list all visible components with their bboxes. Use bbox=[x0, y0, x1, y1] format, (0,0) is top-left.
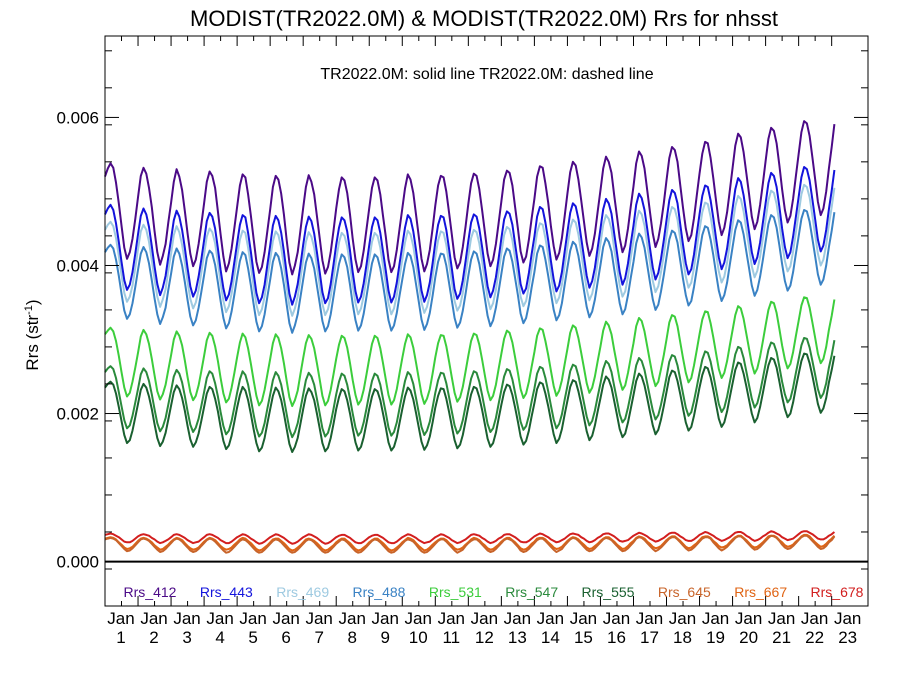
x-tick-month: Jan bbox=[504, 609, 531, 628]
x-tick-year: 19 bbox=[706, 628, 725, 647]
x-tick-year: 9 bbox=[381, 628, 390, 647]
series-line-rrs-531 bbox=[104, 296, 836, 408]
series-line-rrs-678 bbox=[104, 530, 836, 545]
series-layer bbox=[104, 120, 836, 554]
x-tick-year: 12 bbox=[475, 628, 494, 647]
y-axis-label: Rrs (str-1) bbox=[23, 299, 42, 370]
series-line-rrs-555 bbox=[104, 352, 836, 453]
legend-item-rrs-667: Rrs_667 bbox=[734, 584, 787, 600]
x-tick-month: Jan bbox=[339, 609, 366, 628]
x-tick-year: 3 bbox=[182, 628, 191, 647]
x-tick-month: Jan bbox=[405, 609, 432, 628]
x-tick-year: 4 bbox=[215, 628, 224, 647]
x-tick-year: 6 bbox=[281, 628, 290, 647]
x-tick-month: Jan bbox=[537, 609, 564, 628]
legend-item-rrs-469: Rrs_469 bbox=[276, 584, 329, 600]
series-line-rrs-488 bbox=[104, 209, 836, 334]
x-tick-year: 18 bbox=[673, 628, 692, 647]
x-tick-month: Jan bbox=[438, 609, 465, 628]
x-tick-month: Jan bbox=[603, 609, 630, 628]
x-tick-month: Jan bbox=[834, 609, 861, 628]
x-tick-month: Jan bbox=[372, 609, 399, 628]
x-tick-month: Jan bbox=[140, 609, 167, 628]
axis-layer: 0.0000.0020.0040.006Jan1Jan2Jan3Jan4Jan5… bbox=[56, 35, 869, 647]
series-line-rrs-443 bbox=[104, 166, 836, 306]
series-line-rrs-412 bbox=[104, 120, 836, 276]
x-tick-year: 22 bbox=[805, 628, 824, 647]
legend-item-rrs-412: Rrs_412 bbox=[124, 584, 177, 600]
x-tick-month: Jan bbox=[735, 609, 762, 628]
x-tick-month: Jan bbox=[669, 609, 696, 628]
chart-title: MODIST(TR2022.0M) & MODIST(TR2022.0M) Rr… bbox=[190, 6, 778, 31]
x-tick-year: 15 bbox=[574, 628, 593, 647]
series-line-rrs-645 bbox=[104, 534, 836, 554]
plot-frame bbox=[104, 35, 869, 607]
legend-item-rrs-531: Rrs_531 bbox=[429, 584, 482, 600]
x-tick-year: 7 bbox=[314, 628, 323, 647]
x-tick-year: 14 bbox=[541, 628, 560, 647]
x-tick-year: 5 bbox=[248, 628, 257, 647]
x-tick-month: Jan bbox=[239, 609, 266, 628]
x-tick-month: Jan bbox=[768, 609, 795, 628]
x-tick-month: Jan bbox=[305, 609, 332, 628]
x-tick-year: 2 bbox=[149, 628, 158, 647]
x-tick-year: 16 bbox=[607, 628, 626, 647]
legend-item-rrs-678: Rrs_678 bbox=[811, 584, 864, 600]
x-tick-month: Jan bbox=[801, 609, 828, 628]
line-style-annotation: TR2022.0M: solid line TR2022.0M: dashed … bbox=[320, 66, 653, 83]
x-tick-month: Jan bbox=[636, 609, 663, 628]
x-tick-month: Jan bbox=[173, 609, 200, 628]
legend: Rrs_412 Rrs_443 Rrs_469 Rrs_488 Rrs_531 Rrs_5… bbox=[124, 584, 864, 600]
x-tick-year: 13 bbox=[508, 628, 527, 647]
legend-item-rrs-645: Rrs_645 bbox=[658, 584, 711, 600]
y-tick-label: 0.004 bbox=[56, 256, 99, 275]
x-tick-month: Jan bbox=[570, 609, 597, 628]
x-tick-year: 20 bbox=[739, 628, 758, 647]
x-tick-month: Jan bbox=[471, 609, 498, 628]
x-tick-month: Jan bbox=[107, 609, 134, 628]
x-tick-month: Jan bbox=[206, 609, 233, 628]
x-tick-year: 21 bbox=[772, 628, 791, 647]
legend-item-rrs-443: Rrs_443 bbox=[200, 584, 253, 600]
series-line-rrs-547 bbox=[104, 337, 836, 439]
y-tick-label: 0.002 bbox=[56, 405, 99, 424]
x-tick-year: 17 bbox=[640, 628, 659, 647]
x-tick-year: 11 bbox=[442, 628, 460, 647]
series-line-rrs-469 bbox=[104, 183, 836, 317]
x-tick-year: 10 bbox=[409, 628, 428, 647]
legend-item-rrs-555: Rrs_555 bbox=[582, 584, 635, 600]
x-tick-month: Jan bbox=[272, 609, 299, 628]
legend-item-rrs-488: Rrs_488 bbox=[353, 584, 406, 600]
x-tick-year: 8 bbox=[347, 628, 356, 647]
legend-item-rrs-547: Rrs_547 bbox=[505, 584, 558, 600]
x-tick-year: 1 bbox=[116, 628, 125, 647]
y-tick-label: 0.000 bbox=[56, 553, 99, 572]
y-tick-label: 0.006 bbox=[56, 108, 99, 127]
x-tick-year: 23 bbox=[838, 628, 857, 647]
x-tick-month: Jan bbox=[702, 609, 729, 628]
